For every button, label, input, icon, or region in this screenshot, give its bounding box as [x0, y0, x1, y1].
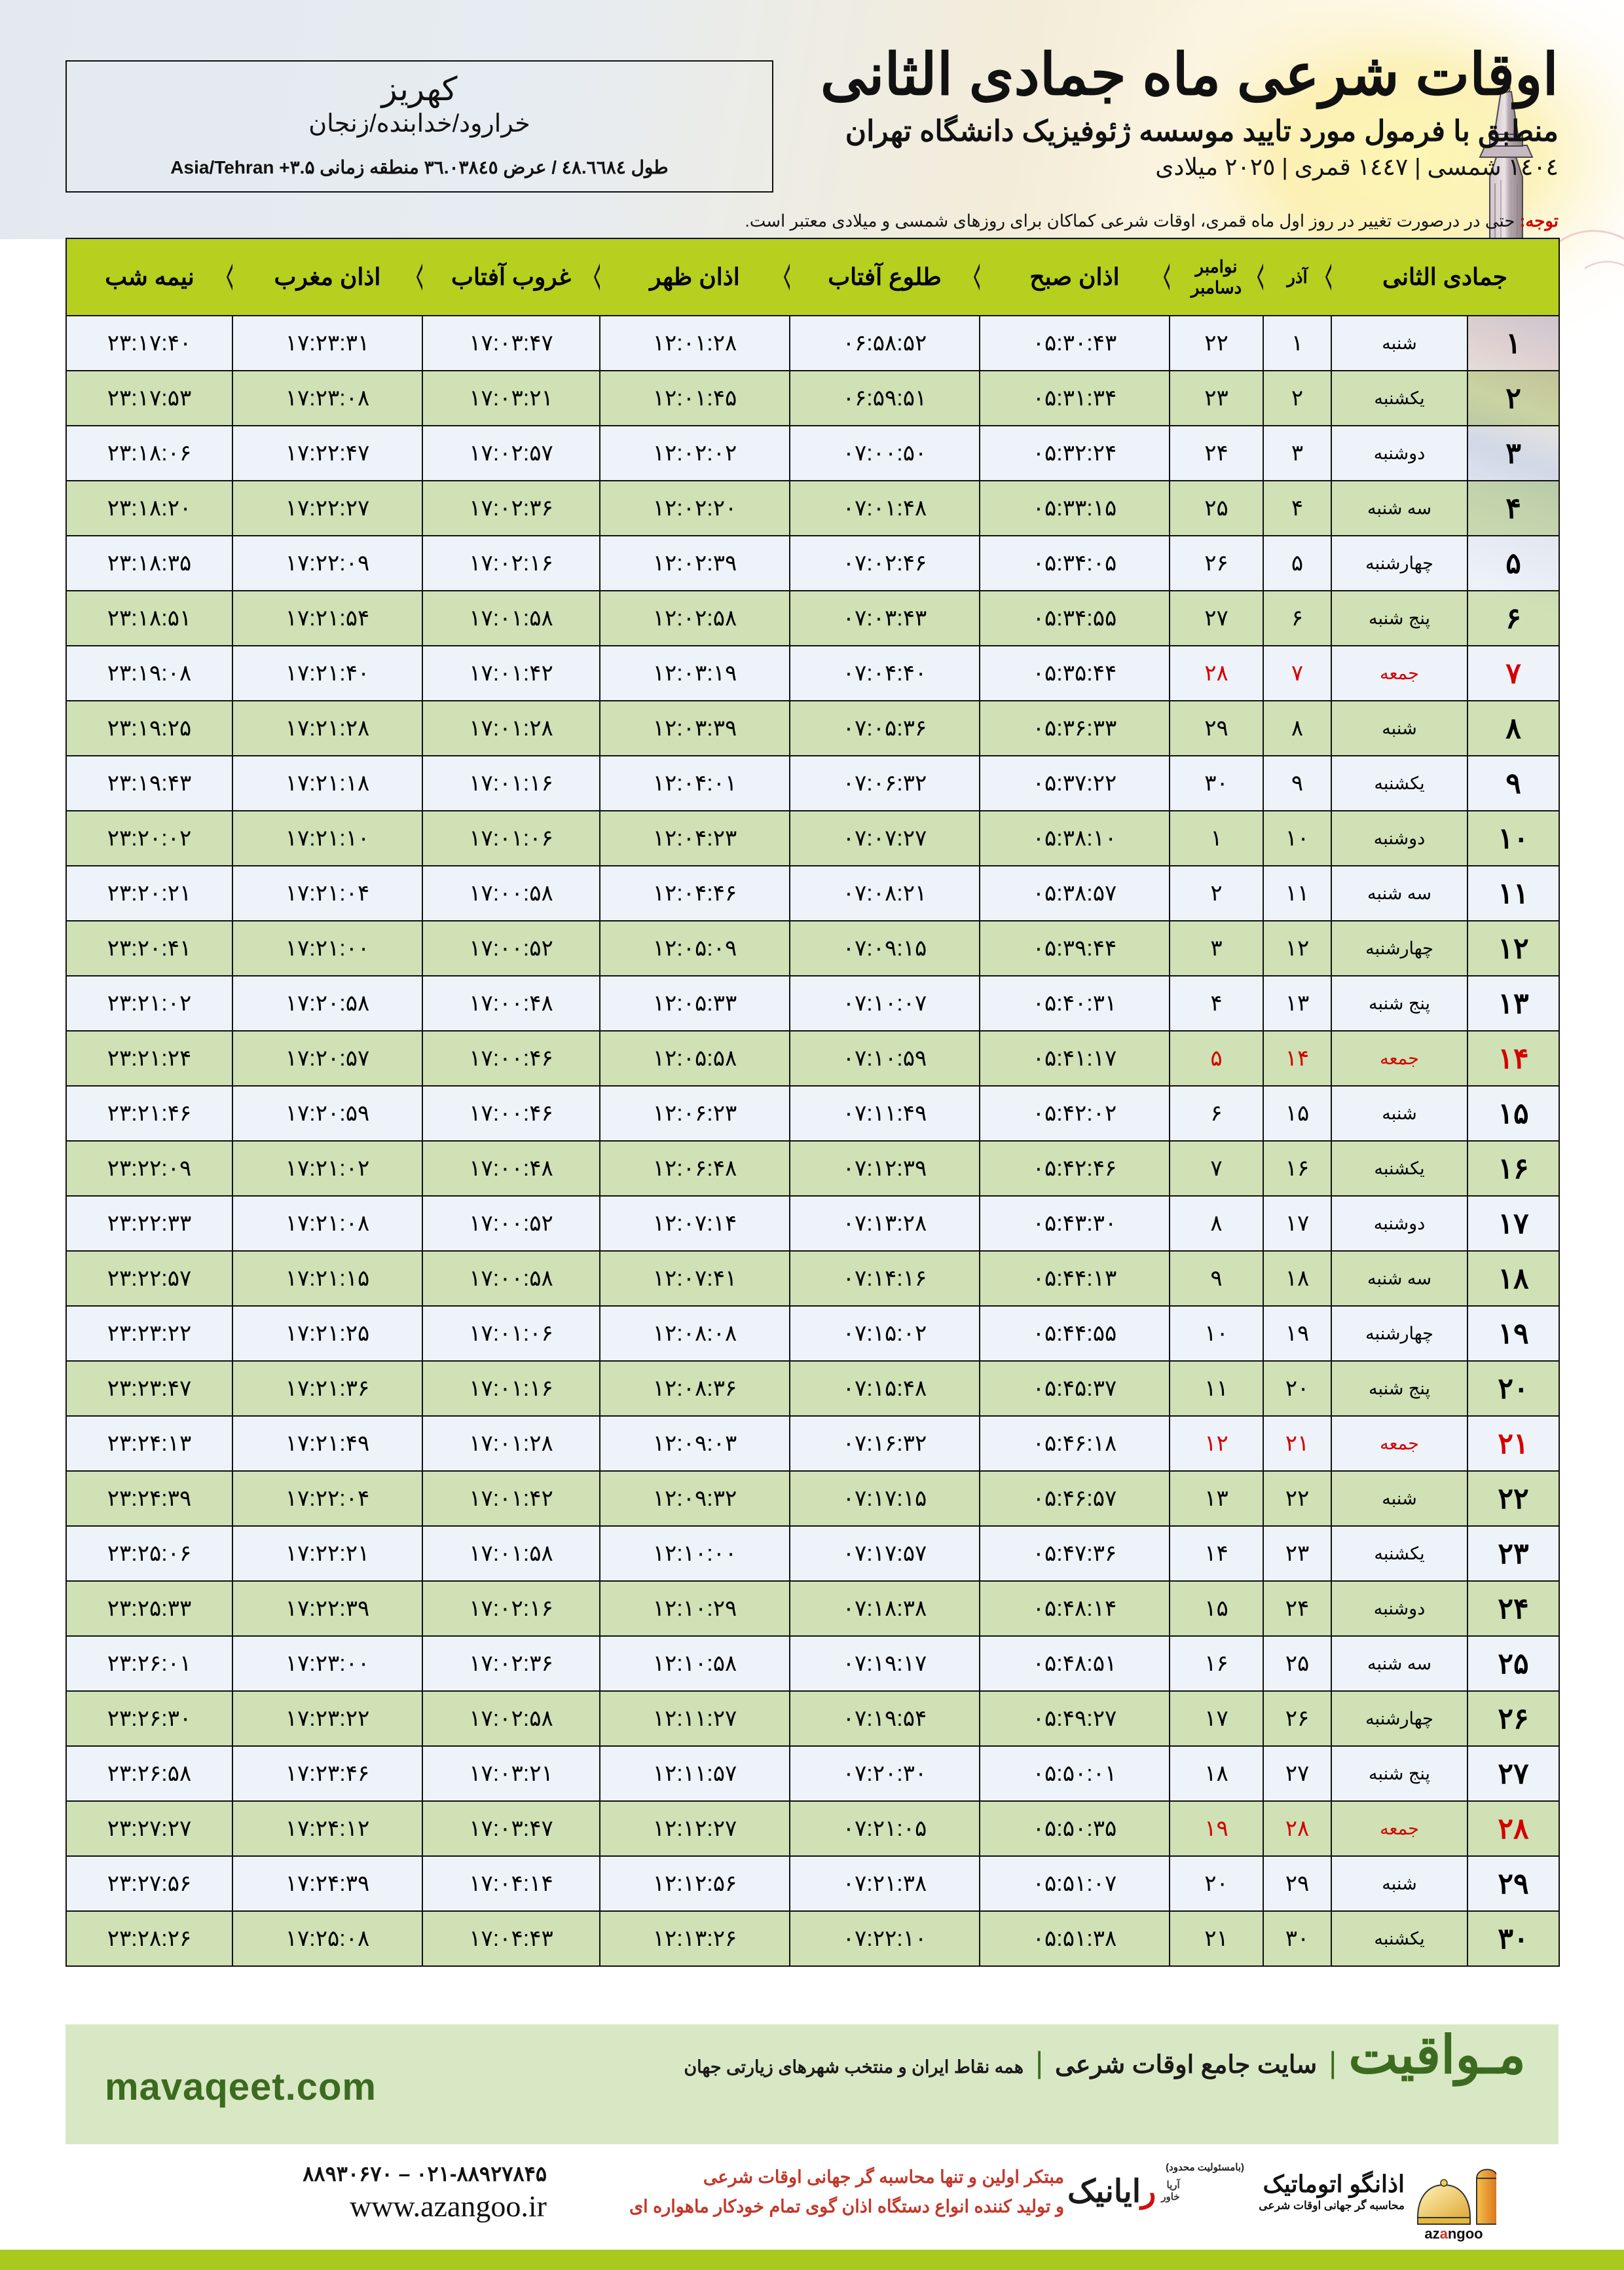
svg-text:azangoo: azangoo: [1424, 2225, 1483, 2242]
